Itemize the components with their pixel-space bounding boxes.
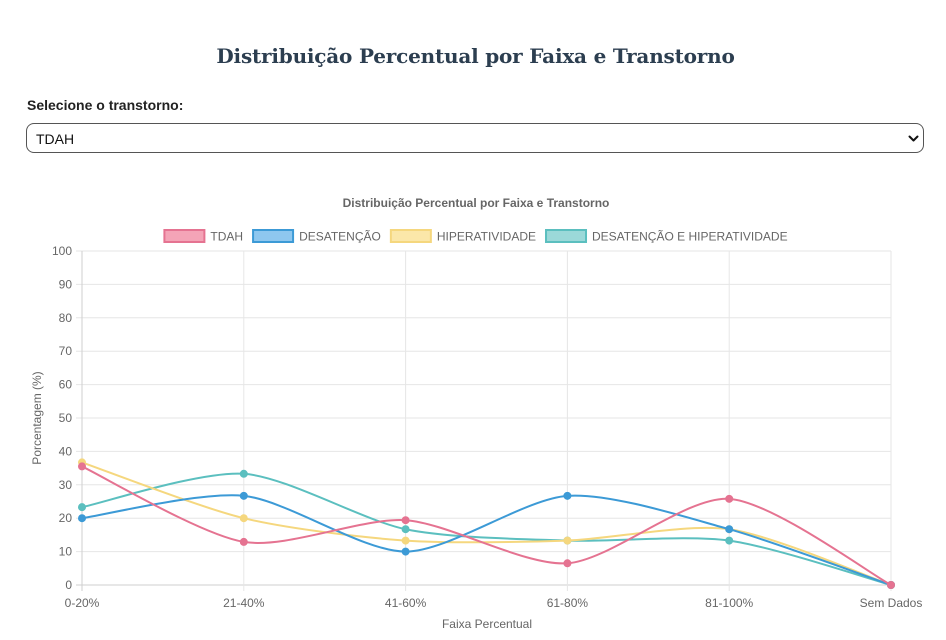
chart-legend: TDAH DESATENÇÃO HIPERATIVIDADE DESATENÇÃO E… [163,229,788,244]
legend-item[interactable]: DESATENÇÃO [252,229,381,244]
page-title: Distribuição Percentual por Faixa e Tran… [216,44,735,68]
chevron-down-icon[interactable] [908,133,919,144]
data-point [725,525,734,534]
data-point [239,469,248,478]
x-axis: 0-20% 21-40% 41-60% 61-80% 81-100% Sem Dados [65,596,923,610]
legend-swatch [389,229,432,243]
x-tick-label: 21-40% [223,596,265,610]
chart-grid [76,250,892,591]
legend-swatch [252,229,295,243]
legend-swatch [545,229,588,243]
select-label: Selecione o transtorno: [27,97,184,113]
x-tick-label: 81-100% [705,596,753,610]
legend-item[interactable]: HIPERATIVIDADE [389,229,536,244]
data-point [725,494,734,503]
series-line [81,465,892,586]
y-tick-label: 100 [52,244,72,258]
chart-title: Distribuição Percentual por Faixa e Tran… [343,196,610,210]
series-0 [78,462,895,589]
x-tick-label: 41-60% [385,596,427,610]
data-point [725,536,734,545]
legend-label: HIPERATIVIDADE [437,230,536,244]
data-point [887,581,895,589]
data-point [78,503,86,512]
data-point [401,525,410,534]
x-axis-label: Faixa Percentual [442,617,532,631]
data-point [239,537,248,546]
y-axis: 0 10 20 30 40 50 60 70 80 90 100 [52,244,72,592]
data-point [78,514,86,523]
data-point [401,516,410,525]
disorder-select[interactable]: TDAH [26,123,924,153]
y-tick-label: 90 [59,277,73,291]
legend-label: DESATENÇÃO E HIPERATIVIDADE [592,230,788,244]
x-tick-label: Sem Dados [860,596,923,610]
x-tick-label: 61-80% [547,596,589,610]
data-point [239,514,248,523]
series-line [81,494,892,586]
disorder-select-value: TDAH [36,131,75,147]
y-tick-label: 60 [59,378,73,392]
series-1 [78,491,895,589]
legend-label: DESATENÇÃO [299,230,381,244]
data-point [563,559,572,568]
series-line [81,461,892,586]
y-tick-label: 10 [59,545,73,559]
y-tick-label: 40 [59,444,73,458]
y-tick-label: 30 [59,478,73,492]
legend-item[interactable]: DESATENÇÃO E HIPERATIVIDADE [545,229,788,244]
y-tick-label: 0 [65,578,72,592]
series-line [81,472,892,586]
y-axis-label: Porcentagem (%) [30,371,44,464]
data-point [401,536,410,545]
data-point [563,536,572,545]
x-tick-label: 0-20% [65,596,100,610]
series-3 [78,469,895,589]
legend-swatch [163,229,206,243]
legend-label: TDAH [210,230,243,244]
legend-item[interactable]: TDAH [163,229,243,244]
data-point [401,547,410,556]
data-point [78,462,86,471]
data-point [563,491,572,500]
y-tick-label: 80 [59,311,73,325]
chart-series [78,458,895,589]
y-tick-label: 70 [59,344,73,358]
y-tick-label: 20 [59,511,73,525]
data-point [239,491,248,500]
y-tick-label: 50 [59,411,73,425]
